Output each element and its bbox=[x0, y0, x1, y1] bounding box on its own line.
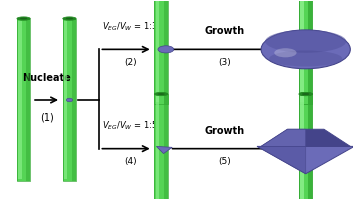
Bar bbox=[63, 19, 76, 181]
Ellipse shape bbox=[265, 30, 346, 53]
Bar bbox=[299, 94, 312, 200]
Bar bbox=[165, 0, 168, 104]
Bar bbox=[154, 0, 168, 104]
Bar bbox=[299, 94, 312, 200]
Bar bbox=[154, 0, 168, 104]
Bar bbox=[299, 0, 312, 104]
Ellipse shape bbox=[299, 92, 312, 96]
Bar bbox=[308, 94, 312, 200]
Bar bbox=[309, 94, 312, 200]
Bar bbox=[73, 19, 76, 181]
Bar bbox=[299, 0, 312, 104]
Text: Nucleate: Nucleate bbox=[22, 73, 71, 83]
Text: (5): (5) bbox=[218, 157, 231, 166]
Text: Growth: Growth bbox=[204, 26, 245, 36]
Bar bbox=[154, 94, 168, 200]
Bar bbox=[299, 94, 312, 200]
Ellipse shape bbox=[299, 92, 312, 96]
Ellipse shape bbox=[17, 17, 30, 20]
Ellipse shape bbox=[66, 98, 73, 102]
Text: Growth: Growth bbox=[204, 126, 245, 136]
Bar bbox=[154, 94, 168, 200]
Text: $V_{EG}/V_W$ = 1:3: $V_{EG}/V_W$ = 1:3 bbox=[102, 20, 158, 33]
Bar bbox=[300, 0, 304, 102]
Bar bbox=[308, 0, 312, 104]
Bar bbox=[308, 0, 312, 104]
Ellipse shape bbox=[302, 93, 309, 95]
Polygon shape bbox=[156, 146, 172, 154]
Text: $V_{EG}/V_W$ = 1:5: $V_{EG}/V_W$ = 1:5 bbox=[102, 120, 158, 132]
Bar bbox=[299, 94, 312, 200]
Ellipse shape bbox=[261, 30, 350, 69]
Bar bbox=[27, 19, 30, 181]
Text: (4): (4) bbox=[124, 157, 137, 166]
Bar bbox=[308, 94, 312, 200]
Ellipse shape bbox=[302, 93, 309, 95]
Bar bbox=[63, 19, 76, 181]
Bar bbox=[156, 0, 159, 102]
Text: (3): (3) bbox=[218, 58, 231, 67]
Bar bbox=[17, 19, 30, 181]
Bar bbox=[300, 96, 304, 200]
Polygon shape bbox=[257, 146, 306, 174]
Ellipse shape bbox=[66, 18, 73, 19]
Bar bbox=[309, 0, 312, 104]
Bar bbox=[164, 0, 168, 104]
Ellipse shape bbox=[63, 17, 76, 20]
Bar bbox=[309, 94, 312, 200]
Polygon shape bbox=[261, 129, 306, 146]
Bar bbox=[18, 21, 22, 179]
Bar bbox=[309, 0, 312, 104]
Text: (1): (1) bbox=[40, 113, 53, 123]
Ellipse shape bbox=[158, 46, 174, 53]
Bar bbox=[164, 94, 168, 200]
Bar bbox=[17, 19, 30, 181]
Bar bbox=[72, 19, 76, 181]
Ellipse shape bbox=[269, 50, 342, 66]
Ellipse shape bbox=[158, 93, 165, 95]
Ellipse shape bbox=[20, 18, 27, 19]
Polygon shape bbox=[257, 146, 354, 174]
Text: (2): (2) bbox=[124, 58, 137, 67]
Ellipse shape bbox=[154, 92, 168, 96]
Bar bbox=[26, 19, 30, 181]
Bar bbox=[64, 21, 68, 179]
Bar bbox=[299, 0, 312, 104]
Bar bbox=[300, 0, 304, 102]
Bar bbox=[156, 96, 159, 200]
Bar bbox=[299, 0, 312, 104]
Ellipse shape bbox=[274, 48, 297, 57]
Bar bbox=[165, 94, 168, 200]
Bar bbox=[300, 96, 304, 200]
Polygon shape bbox=[261, 129, 350, 146]
